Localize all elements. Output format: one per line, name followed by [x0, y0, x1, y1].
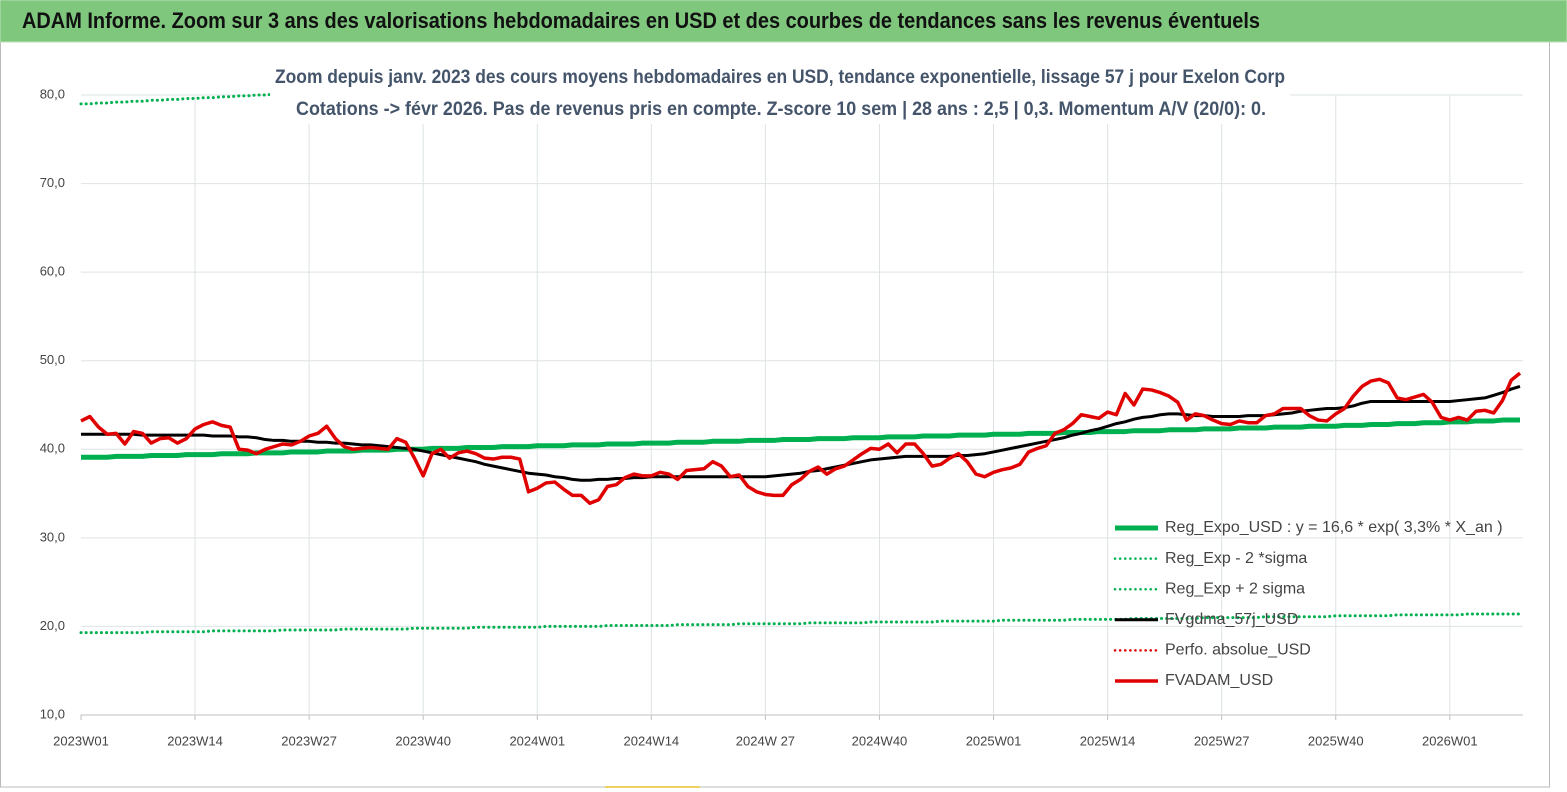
- x-tick-label: 2025W14: [1080, 733, 1136, 748]
- y-tick-label: 80,0: [40, 86, 65, 101]
- y-tick-label: 10,0: [40, 706, 65, 721]
- series-line: [81, 417, 1520, 460]
- y-tick-label: 50,0: [40, 352, 65, 367]
- x-tick-label: 2025W01: [966, 733, 1022, 748]
- x-tick-label: 2023W27: [281, 733, 337, 748]
- x-tick-label: 2023W14: [167, 733, 223, 748]
- legend-label: Reg_Exp - 2 *sigma: [1165, 550, 1307, 567]
- chart-subtitle: Cotations -> févr 2026. Pas de revenus p…: [296, 99, 1266, 120]
- page-title: ADAM Informe. Zoom sur 3 ans des valoris…: [22, 8, 1260, 33]
- chart-title: Zoom depuis janv. 2023 des cours moyens …: [275, 67, 1285, 88]
- legend-label: Reg_Expo_USD : y = 16,6 * exp( 3,3% * X_…: [1165, 519, 1503, 536]
- series-line: [81, 384, 1521, 482]
- x-tick-label: 2023W40: [395, 733, 451, 748]
- legend-label: Perfo. absolue_USD: [1165, 642, 1311, 659]
- x-tick-label: 2024W14: [624, 733, 680, 748]
- x-tick-label: 2023W01: [53, 733, 109, 748]
- y-tick-label: 20,0: [40, 618, 65, 633]
- y-tick-label: 70,0: [40, 175, 65, 190]
- x-tick-label: 2024W40: [852, 733, 908, 748]
- x-tick-label: 2024W01: [509, 733, 565, 748]
- series-line: [79, 612, 1522, 635]
- x-tick-label: 2025W27: [1194, 733, 1250, 748]
- legend-label: FVgdma_57j_USD: [1165, 611, 1298, 628]
- series-line: [80, 371, 1522, 506]
- y-tick-label: 40,0: [40, 441, 65, 456]
- title-box: [270, 62, 1290, 124]
- y-tick-label: 30,0: [40, 529, 65, 544]
- banner: [0, 0, 1567, 43]
- legend-label: Reg_Exp + 2 sigma: [1165, 580, 1305, 597]
- x-tick-label: 2024W 27: [736, 733, 795, 748]
- y-tick-label: 60,0: [40, 264, 65, 279]
- x-tick-label: 2026W01: [1422, 733, 1478, 748]
- x-tick-label: 2025W40: [1308, 733, 1364, 748]
- legend-label: FVADAM_USD: [1165, 672, 1273, 689]
